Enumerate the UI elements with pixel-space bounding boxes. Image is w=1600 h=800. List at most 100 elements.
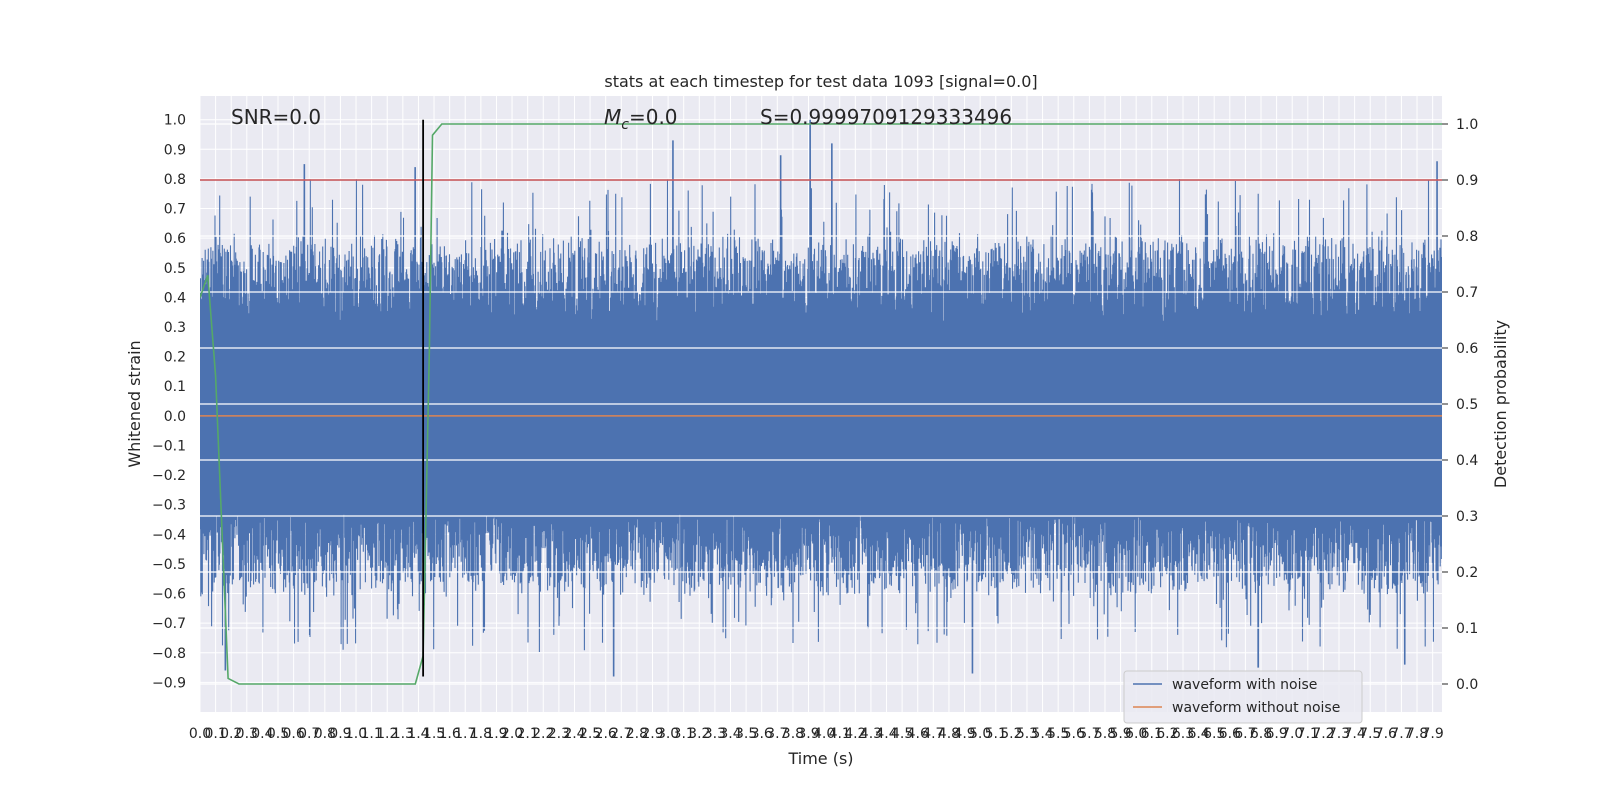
x-tick-label: 4.2 — [844, 726, 866, 742]
x-tick-label: 5.5 — [1047, 726, 1069, 742]
x-tick-label: 1.2 — [376, 726, 398, 742]
legend-label-clean: waveform without noise — [1172, 700, 1340, 716]
x-tick-label: 2.3 — [548, 726, 570, 742]
y-tick-label: −0.9 — [152, 675, 186, 691]
y-tick-label: −0.3 — [152, 498, 186, 514]
y-tick-label: −0.8 — [152, 646, 186, 662]
x-tick-label: 4.7 — [922, 726, 944, 742]
x-tick-label: 4.6 — [907, 726, 929, 742]
x-tick-label: 6.1 — [1141, 726, 1163, 742]
snr-annotation: SNR=0.0 — [231, 105, 321, 129]
x-tick-label: 3.9 — [797, 726, 819, 742]
x-tick-label: 1.7 — [454, 726, 476, 742]
y2-tick-label: 0.5 — [1456, 397, 1478, 413]
x-tick-label: 0.3 — [236, 726, 258, 742]
x-tick-label: 2.8 — [626, 726, 648, 742]
x-tick-label: 6.3 — [1172, 726, 1194, 742]
y2-axis-label: Detection probability — [1491, 320, 1510, 488]
y-tick-label: 0.0 — [164, 409, 186, 425]
x-tick-label: 0.5 — [267, 726, 289, 742]
y-axis-label: Whitened strain — [125, 340, 144, 467]
x-tick-label: 2.2 — [532, 726, 554, 742]
x-tick-label: 4.8 — [938, 726, 960, 742]
x-tick-label: 1.3 — [392, 726, 414, 742]
x-tick-label: 3.0 — [657, 726, 679, 742]
y-tick-label: −0.4 — [152, 527, 186, 543]
mc-subscript: c — [621, 117, 629, 133]
x-tick-label: 7.9 — [1422, 726, 1444, 742]
y-tick-label: 0.6 — [164, 231, 186, 247]
x-tick-label: 4.4 — [875, 726, 897, 742]
x-tick-label: 5.8 — [1094, 726, 1116, 742]
y2-tick-label: 0.1 — [1456, 621, 1478, 637]
x-tick-label: 6.8 — [1250, 726, 1272, 742]
x-tick-label: 3.4 — [719, 726, 741, 742]
legend-box — [1123, 670, 1363, 724]
x-tick-label: 4.3 — [860, 726, 882, 742]
mc-value: =0.0 — [629, 105, 678, 129]
x-tick-label: 0.8 — [314, 726, 336, 742]
y-tick-label: 0.8 — [164, 172, 186, 188]
y2-tick-label: 0.8 — [1456, 229, 1478, 245]
y-tick-label: −0.1 — [152, 438, 186, 454]
y2-tick-label: 0.0 — [1456, 677, 1478, 693]
x-tick-label: 7.2 — [1312, 726, 1334, 742]
x-tick-label: 5.7 — [1078, 726, 1100, 742]
y-tick-label: −0.7 — [152, 616, 186, 632]
y2-tick-label: 0.2 — [1456, 565, 1478, 581]
x-tick-label: 0.0 — [189, 726, 211, 742]
y2-tick-labels: 0.0 0.1 0.2 0.3 0.4 0.5 0.6 0.7 0.8 0.9 1.0 — [1442, 117, 1478, 693]
y-tick-label: −0.6 — [152, 587, 186, 603]
x-tick-label: 4.9 — [953, 726, 975, 742]
x-tick-label: 1.4 — [407, 726, 429, 742]
x-tick-label: 2.5 — [579, 726, 601, 742]
x-tick-label: 0.4 — [251, 726, 273, 742]
x-tick-label: 2.1 — [517, 726, 539, 742]
y-tick-label: 0.7 — [164, 202, 186, 218]
y2-tick-label: 0.9 — [1456, 173, 1478, 189]
x-tick-label: 0.2 — [220, 726, 242, 742]
mc-symbol: M — [604, 105, 621, 129]
x-tick-label: 5.2 — [1000, 726, 1022, 742]
y-tick-label: 0.1 — [164, 379, 186, 395]
x-tick-label: 7.3 — [1328, 726, 1350, 742]
x-tick-label: 3.8 — [782, 726, 804, 742]
y2-tick-label: 0.4 — [1456, 453, 1478, 469]
x-tick-label: 6.2 — [1156, 726, 1178, 742]
y-tick-label: 0.2 — [164, 350, 186, 366]
x-tick-label: 6.4 — [1187, 726, 1209, 742]
x-tick-label: 1.5 — [423, 726, 445, 742]
x-tick-label: 7.0 — [1281, 726, 1303, 742]
x-tick-label: 1.1 — [361, 726, 383, 742]
y-tick-label: −0.2 — [152, 468, 186, 484]
x-tick-label: 6.5 — [1203, 726, 1225, 742]
x-tick-label: 3.2 — [688, 726, 710, 742]
legend: waveform with noise waveform without noi… — [1123, 670, 1363, 724]
x-tick-label: 5.1 — [985, 726, 1007, 742]
x-tick-label: 6.0 — [1125, 726, 1147, 742]
x-tick-label: 0.9 — [329, 726, 351, 742]
chart-title: stats at each timestep for test data 109… — [604, 72, 1037, 91]
x-tick-label: 1.6 — [439, 726, 461, 742]
x-tick-label: 0.7 — [298, 726, 320, 742]
y-tick-label: 0.9 — [164, 142, 186, 158]
y-tick-label: −0.5 — [152, 557, 186, 573]
y2-tick-label: 0.6 — [1456, 341, 1478, 357]
x-tick-label: 7.4 — [1343, 726, 1365, 742]
x-tick-label: 5.6 — [1063, 726, 1085, 742]
y2-tick-label: 0.7 — [1456, 285, 1478, 301]
x-tick-label: 3.3 — [704, 726, 726, 742]
x-tick-label: 7.5 — [1359, 726, 1381, 742]
y-tick-label: 0.4 — [164, 290, 186, 306]
x-tick-label: 4.1 — [829, 726, 851, 742]
x-tick-label: 0.6 — [282, 726, 304, 742]
x-tick-label: 0.1 — [204, 726, 226, 742]
mc-annotation: Mc=0.0 — [604, 105, 678, 133]
series-detection-probability — [200, 123, 1442, 685]
x-tick-label: 2.9 — [641, 726, 663, 742]
x-tick-label: 3.7 — [766, 726, 788, 742]
x-tick-label: 2.6 — [595, 726, 617, 742]
x-tick-label: 3.1 — [673, 726, 695, 742]
x-tick-label: 1.9 — [485, 726, 507, 742]
